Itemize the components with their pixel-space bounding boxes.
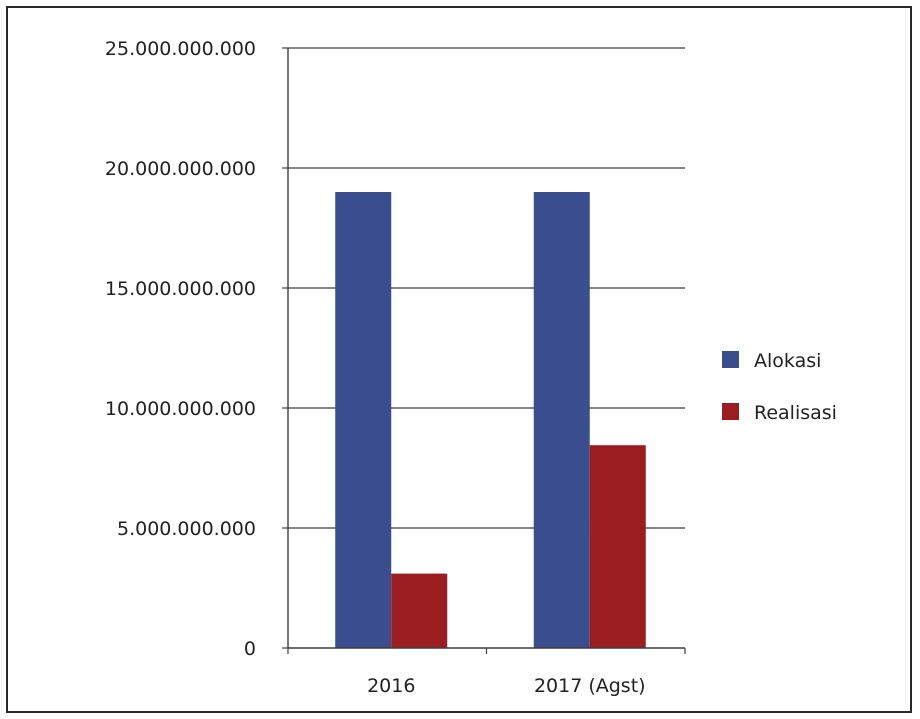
bar-chart: 0 5.000.000.000 10.000.000.000 15.000.000.0… [105, 38, 837, 697]
chart-frame: 0 5.000.000.000 10.000.000.000 15.000.000.0… [6, 6, 912, 713]
y-tick-label: 20.000.000.000 [105, 158, 256, 180]
y-tick-label: 5.000.000.000 [117, 518, 256, 540]
bar-alokasi-1 [335, 192, 392, 648]
y-tick-label: 0 [244, 638, 256, 660]
bar-realisasi-1 [391, 573, 448, 648]
x-tick-labels: 2016 2017 (Agst) [367, 675, 645, 697]
y-tick-label: 10.000.000.000 [105, 398, 256, 420]
x-tick-label: 2017 (Agst) [534, 675, 646, 697]
legend: Alokasi Realisasi [722, 350, 837, 424]
axes [282, 47, 686, 654]
y-tick-label: 25.000.000.000 [105, 38, 256, 60]
bar-realisasi-2 [589, 445, 646, 648]
y-tick-label: 15.000.000.000 [105, 278, 256, 300]
legend-label-realisasi: Realisasi [754, 402, 837, 424]
y-tick-labels: 0 5.000.000.000 10.000.000.000 15.000.000.0… [105, 38, 256, 660]
legend-label-alokasi: Alokasi [754, 350, 821, 372]
bars [335, 192, 646, 648]
x-tick-label: 2016 [367, 675, 415, 697]
bar-alokasi-2 [533, 192, 590, 648]
legend-swatch-realisasi [722, 403, 739, 420]
legend-swatch-alokasi [722, 351, 739, 368]
